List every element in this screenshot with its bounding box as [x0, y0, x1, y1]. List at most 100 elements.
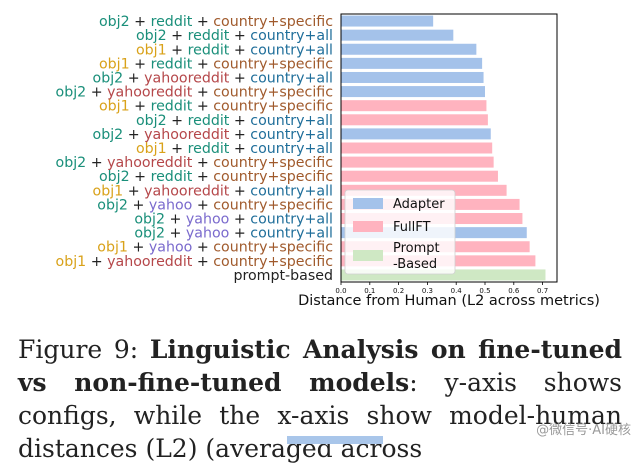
- y-tick-label-part: +: [86, 85, 107, 101]
- y-tick-label-part: yahoo: [149, 240, 192, 256]
- y-tick-label-part: obj1: [56, 254, 87, 270]
- plot-frame: [340, 13, 558, 283]
- y-tick-label-part: obj2: [93, 70, 124, 86]
- bar-5: [341, 71, 484, 83]
- y-tick-label-part: reddit: [188, 28, 230, 44]
- y-tick-label-part: +: [123, 70, 144, 86]
- y-tick-label-1: obj2 + reddit + country+specific: [99, 14, 333, 30]
- legend-swatch-3: [353, 250, 383, 261]
- caption-bold-title: Linguistic Analysis on fine-tuned vs non…: [18, 335, 622, 397]
- x-tick-label-1: 0.0: [335, 287, 346, 295]
- y-tick-label-part: reddit: [151, 56, 193, 72]
- legend-swatch-1: [353, 198, 383, 209]
- y-tick-label-part: country+specific: [213, 85, 333, 101]
- y-tick-label-part: +: [130, 99, 151, 115]
- y-tick-label-part: +: [130, 14, 151, 30]
- y-tick-label-part: +: [165, 226, 186, 242]
- y-tick-label-part: +: [229, 113, 250, 129]
- x-tick-label-2: 0.1: [364, 287, 375, 295]
- y-tick-label-part: +: [167, 42, 188, 58]
- legend-label-1: Adapter: [393, 197, 445, 212]
- legend-label-2: FullFT: [393, 220, 430, 235]
- bar-8: [341, 114, 488, 126]
- y-tick-label-19: prompt-based: [233, 268, 333, 284]
- y-tick-label-2: obj2 + reddit + country+all: [136, 28, 333, 44]
- y-tick-label-part: reddit: [151, 14, 193, 30]
- caption-figure-label: Figure 9:: [18, 335, 150, 364]
- y-tick-label-3: obj1 + reddit + country+all: [136, 42, 333, 58]
- y-tick-label-part: obj2: [99, 14, 130, 30]
- bar-6: [341, 86, 485, 98]
- y-tick-label-part: country+specific: [213, 197, 333, 213]
- y-tick-label-part: obj1: [97, 240, 128, 256]
- y-tick-label-part: +: [192, 254, 213, 270]
- y-tick-label-part: +: [167, 28, 188, 44]
- bottom-color-strip: [287, 436, 383, 444]
- y-tick-label-part: +: [192, 99, 213, 115]
- y-tick-label-part: reddit: [151, 99, 193, 115]
- y-tick-label-13: obj1 + yahooreddit + country+all: [93, 183, 333, 199]
- bar-1: [341, 15, 434, 27]
- y-tick-label-part: reddit: [188, 113, 230, 129]
- y-tick-label-part: country+all: [250, 42, 333, 58]
- bar-11: [341, 156, 494, 168]
- x-tick-label-7: 0.6: [508, 287, 520, 295]
- y-tick-label-part: obj2: [56, 85, 87, 101]
- y-tick-label-part: +: [167, 141, 188, 157]
- bar-7: [341, 100, 487, 112]
- x-axis-label: Distance from Human (L2 across metrics): [298, 293, 600, 309]
- bar-12: [341, 170, 498, 182]
- y-tick-label-11: obj2 + yahooreddit + country+specific: [56, 155, 333, 171]
- y-tick-label-7: obj1 + reddit + country+specific: [99, 99, 333, 115]
- y-tick-label-part: +: [167, 113, 188, 129]
- y-tick-label-part: +: [192, 197, 213, 213]
- y-tick-label-part: reddit: [188, 42, 230, 58]
- y-tick-label-part: +: [86, 155, 107, 171]
- x-tick-label-6: 0.5: [479, 287, 490, 295]
- y-tick-label-part: +: [192, 85, 213, 101]
- y-tick-label-part: yahooreddit: [107, 85, 193, 101]
- y-tick-label-part: +: [192, 169, 213, 185]
- y-tick-label-part: country+all: [250, 113, 333, 129]
- y-tick-label-part: +: [229, 212, 250, 228]
- y-tick-label-part: +: [192, 240, 213, 256]
- y-tick-label-17: obj1 + yahoo + country+specific: [97, 240, 333, 256]
- bar-2: [341, 29, 454, 41]
- y-tick-label-part: country+all: [250, 183, 333, 199]
- y-tick-label-part: country+all: [250, 70, 333, 86]
- legend-label-line: -Based: [393, 257, 437, 272]
- bar-9: [341, 128, 491, 140]
- watermark: @微信号·AI硬核: [536, 423, 631, 438]
- y-tick-label-part: +: [229, 226, 250, 242]
- y-tick-label-part: yahoo: [186, 212, 229, 228]
- y-tick-label-part: country+specific: [213, 155, 333, 171]
- y-tick-label-part: reddit: [151, 169, 193, 185]
- y-tick-label-part: country+specific: [213, 254, 333, 270]
- y-tick-label-part: +: [165, 212, 186, 228]
- y-tick-label-part: yahooreddit: [144, 183, 230, 199]
- y-tick-label-part: country+all: [250, 141, 333, 157]
- y-tick-label-part: +: [123, 127, 144, 143]
- y-tick-label-part: yahooreddit: [107, 254, 193, 270]
- x-axis: 0.0 0.1 0.2 0.3 0.4 0.5 0.6 0.7: [335, 282, 548, 295]
- y-tick-label-part: yahooreddit: [144, 127, 230, 143]
- y-tick-label-part: yahoo: [149, 197, 192, 213]
- y-tick-label-part: +: [192, 155, 213, 171]
- y-tick-label-part: obj1: [93, 183, 124, 199]
- y-tick-label-6: obj2 + yahooreddit + country+specific: [56, 85, 333, 101]
- y-tick-label-part: +: [130, 56, 151, 72]
- y-tick-label-part: reddit: [188, 141, 230, 157]
- legend-swatch-2: [353, 221, 383, 232]
- x-tick-label-3: 0.2: [393, 287, 404, 295]
- y-tick-label-part: obj2: [99, 169, 130, 185]
- y-tick-label-14: obj2 + yahoo + country+specific: [97, 197, 333, 213]
- y-tick-label-12: obj2 + reddit + country+specific: [99, 169, 333, 185]
- y-tick-label-part: +: [229, 70, 250, 86]
- y-tick-label-16: obj2 + yahoo + country+all: [134, 226, 333, 242]
- y-tick-label-part: obj1: [99, 99, 130, 115]
- y-tick-label-part: country+all: [250, 212, 333, 228]
- y-tick-label-18: obj1 + yahooreddit + country+specific: [56, 254, 333, 270]
- y-tick-label-part: +: [86, 254, 107, 270]
- y-tick-label-part: +: [192, 14, 213, 30]
